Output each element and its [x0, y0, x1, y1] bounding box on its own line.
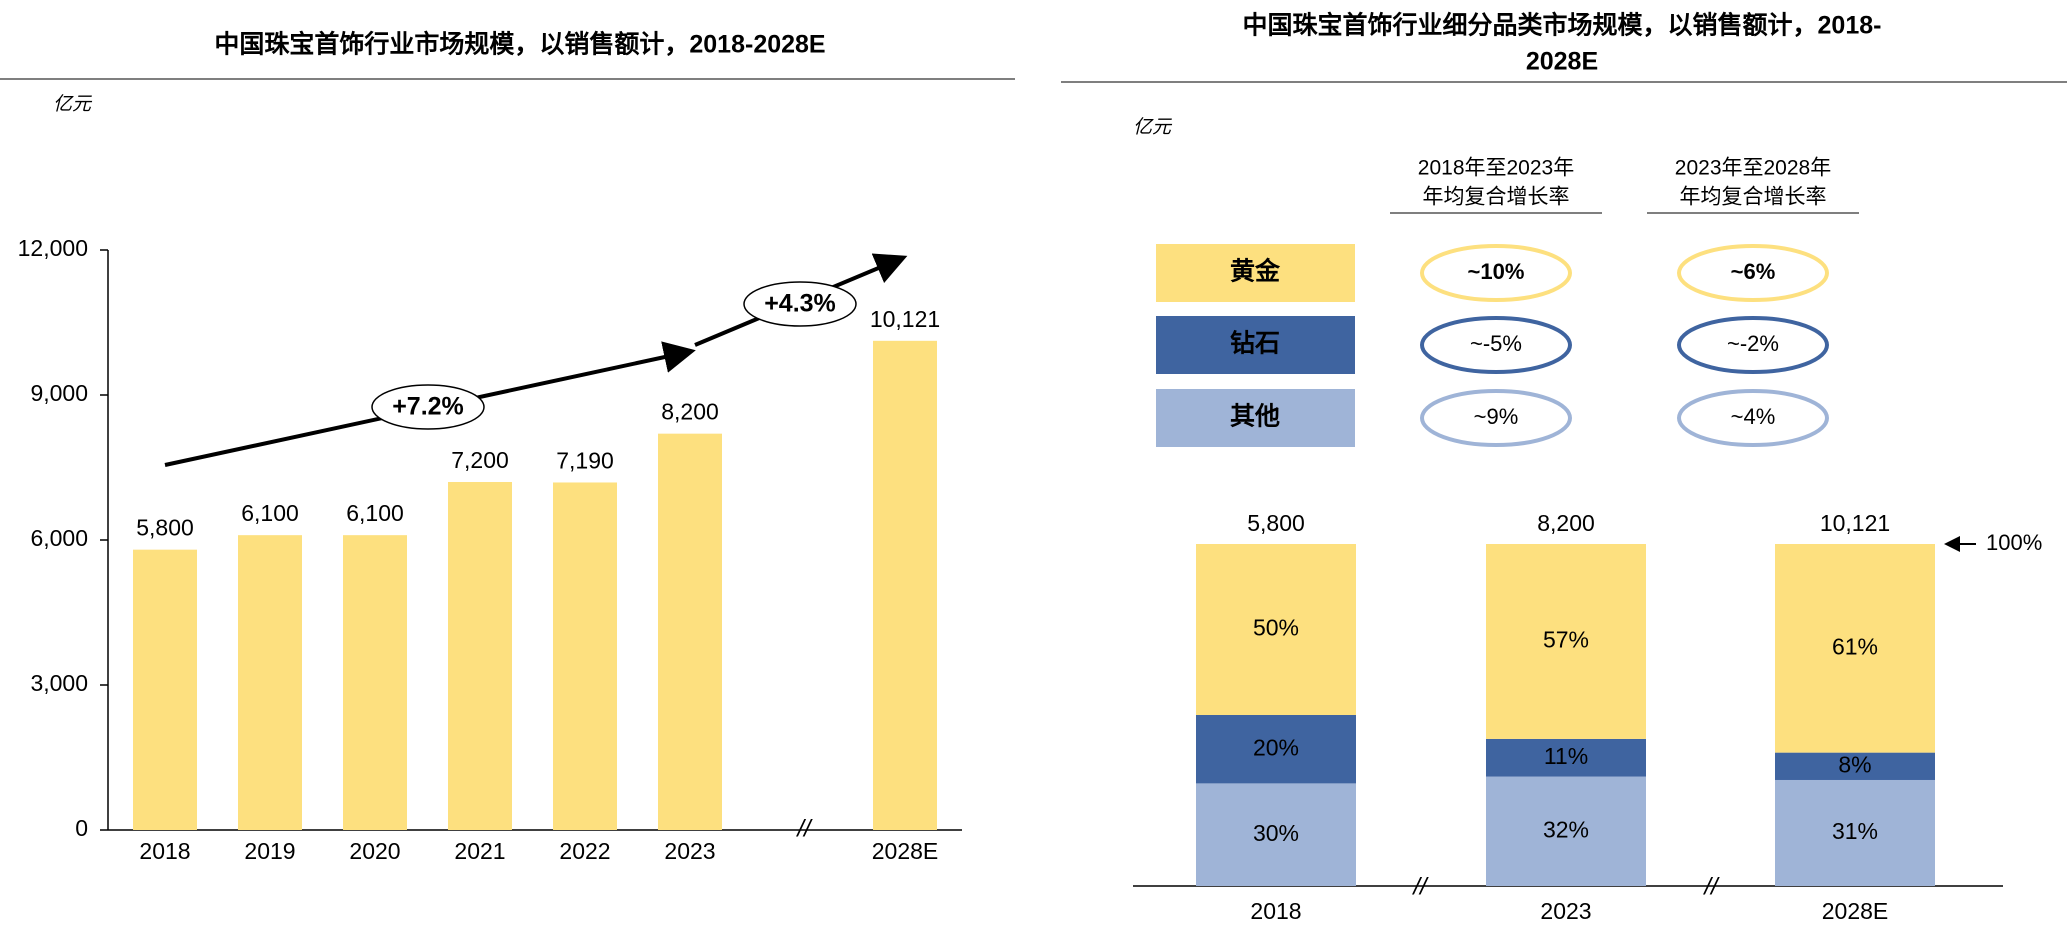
chart-title: 中国珠宝首饰行业细分品类市场规模，以销售额计，2018-	[1243, 11, 1882, 40]
legend-label: 其他	[1230, 402, 1280, 431]
cagr-header: 2018年至2023年	[1418, 157, 1574, 180]
axis-break: //	[795, 815, 813, 842]
x-tick-label: 2023	[1540, 898, 1591, 924]
legend-label: 钻石	[1230, 330, 1280, 358]
chart-title: 2028E	[1526, 48, 1598, 76]
cagr-label: ~4%	[1731, 404, 1776, 429]
data-label: 10,121	[870, 306, 940, 332]
axis-break: //	[1702, 873, 1720, 900]
data-label: 57%	[1543, 627, 1589, 653]
bar-segment	[1196, 715, 1356, 784]
cagr-ellipse	[1420, 316, 1572, 374]
cagr-label: ~9%	[1474, 404, 1519, 429]
bar-segment	[1775, 752, 1935, 780]
cagr-header: 2023年至2028年	[1675, 157, 1831, 180]
annotation-ellipse	[371, 384, 485, 430]
annotation: +7.2%	[392, 393, 464, 421]
data-label: 31%	[1832, 818, 1878, 844]
bar	[343, 535, 407, 830]
data-label: 6,100	[346, 500, 404, 526]
cagr-ellipse	[1420, 389, 1572, 447]
x-tick-label: 2020	[349, 838, 400, 864]
x-tick-label: 2023	[664, 838, 715, 864]
bar	[873, 340, 937, 830]
bar	[658, 433, 722, 830]
data-label: 32%	[1543, 816, 1589, 842]
data-label: 30%	[1253, 820, 1299, 846]
y-tick-label: 3,000	[30, 670, 88, 696]
data-label: 8,200	[661, 399, 719, 425]
data-label: 8%	[1838, 751, 1871, 777]
bar-segment	[1196, 544, 1356, 715]
data-label: 5,800	[136, 515, 194, 541]
bar-segment	[1486, 738, 1646, 777]
cagr-ellipse	[1420, 244, 1572, 302]
bar-segment	[1486, 776, 1646, 886]
bar	[238, 535, 302, 830]
bar-segment	[1196, 783, 1356, 886]
x-tick-label: 2028E	[1822, 898, 1889, 924]
unit-label: 亿元	[53, 94, 93, 115]
bar-segment	[1775, 779, 1935, 886]
annotation-ellipse	[743, 281, 857, 327]
cagr-label: ~-5%	[1470, 331, 1522, 356]
data-label: 61%	[1832, 633, 1878, 659]
data-label: 11%	[1544, 743, 1588, 769]
y-tick-label: 0	[75, 815, 88, 841]
legend-label: 黄金	[1230, 257, 1281, 286]
data-label: 7,200	[451, 447, 509, 473]
x-tick-label: 2018	[1250, 898, 1301, 924]
x-tick-label: 2018	[139, 838, 190, 864]
axis-break: //	[1411, 873, 1429, 900]
cagr-ellipse	[1677, 389, 1829, 447]
cagr-label: ~-2%	[1727, 331, 1779, 356]
legend-swatch	[1156, 316, 1355, 374]
bar-segment	[1486, 544, 1646, 739]
annotation: +4.3%	[764, 290, 836, 318]
x-tick-label: 2022	[559, 838, 610, 864]
legend-swatch	[1156, 389, 1355, 447]
cagr-header: 年均复合增长率	[1423, 186, 1570, 209]
y-tick-label: 6,000	[30, 525, 88, 551]
bar	[448, 482, 512, 830]
annotation: 100%	[1986, 530, 2042, 555]
x-tick-label: 2028E	[872, 838, 939, 864]
cagr-label: ~6%	[1731, 259, 1776, 284]
chart-title: 中国珠宝首饰行业市场规模，以销售额计，2018-2028E	[214, 30, 825, 59]
x-tick-label: 2019	[244, 838, 295, 864]
data-label: 6,100	[241, 500, 299, 526]
total-label: 10,121	[1820, 510, 1890, 536]
bar	[553, 482, 617, 830]
cagr-ellipse	[1677, 244, 1829, 302]
data-label: 50%	[1253, 615, 1299, 641]
y-tick-label: 9,000	[30, 380, 88, 406]
x-tick-label: 2021	[454, 838, 505, 864]
total-label: 5,800	[1247, 510, 1305, 536]
total-label: 8,200	[1537, 510, 1595, 536]
data-label: 20%	[1253, 734, 1299, 760]
bar-segment	[1775, 544, 1935, 753]
y-tick-label: 12,000	[18, 235, 88, 261]
bar	[133, 549, 197, 830]
cagr-label: ~10%	[1468, 259, 1525, 284]
cagr-header: 年均复合增长率	[1680, 186, 1827, 209]
unit-label: 亿元	[1133, 117, 1173, 138]
cagr-ellipse	[1677, 316, 1829, 374]
legend-swatch	[1156, 244, 1355, 302]
data-label: 7,190	[556, 448, 614, 474]
